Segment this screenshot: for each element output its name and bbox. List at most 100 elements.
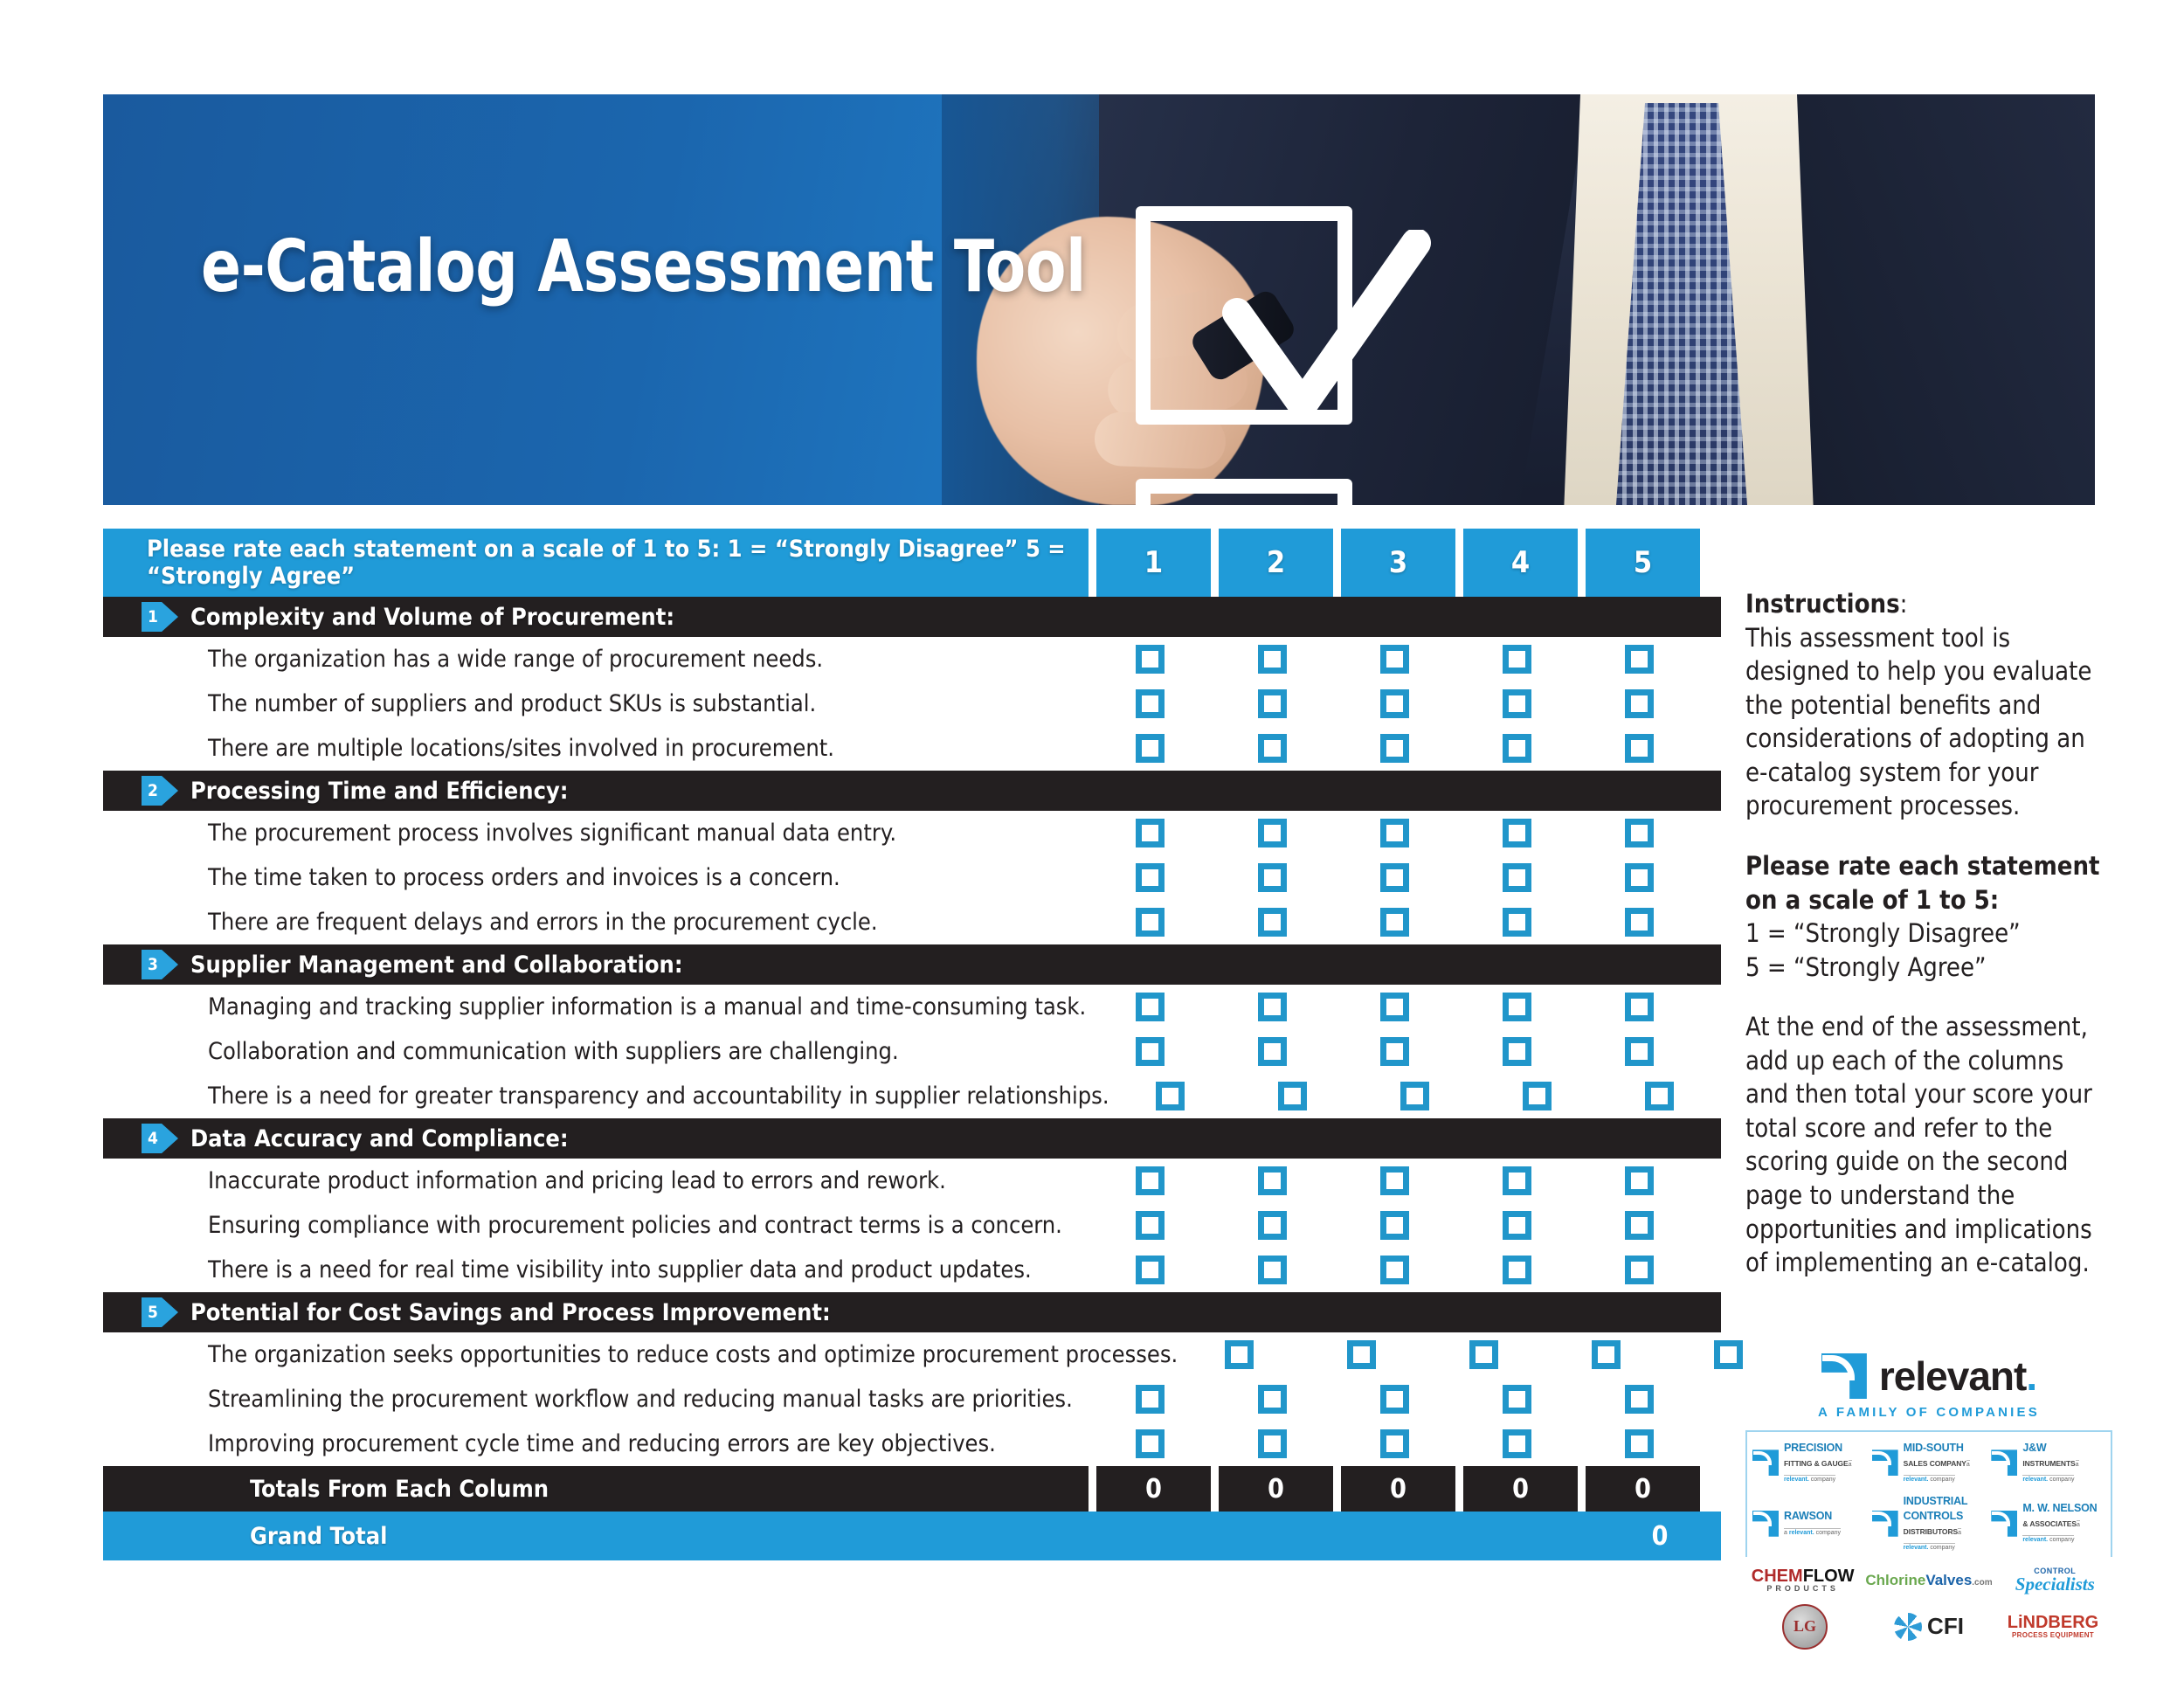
rating-cell-2[interactable] — [1211, 1037, 1333, 1066]
rating-checkbox-4[interactable] — [1502, 645, 1531, 674]
rating-cell-2[interactable] — [1211, 863, 1333, 892]
rating-checkbox-2[interactable] — [1257, 1385, 1287, 1414]
rating-cell-3[interactable] — [1333, 1256, 1455, 1284]
rating-checkbox-3[interactable] — [1379, 1256, 1409, 1284]
rating-cell-1[interactable] — [1089, 1037, 1211, 1066]
rating-cell-4[interactable] — [1455, 1166, 1578, 1195]
rating-checkbox-3[interactable] — [1379, 734, 1409, 763]
rating-cell-1[interactable] — [1089, 908, 1211, 937]
rating-cell-5[interactable] — [1578, 1385, 1700, 1414]
rating-cell-1[interactable] — [1089, 1429, 1211, 1458]
rating-checkbox-4[interactable] — [1502, 1429, 1531, 1458]
rating-cell-4[interactable] — [1455, 734, 1578, 763]
rating-cell-1[interactable] — [1089, 1166, 1211, 1195]
rating-checkbox-4[interactable] — [1502, 863, 1531, 892]
rating-cell-3[interactable] — [1333, 1211, 1455, 1240]
rating-cell-3[interactable] — [1333, 908, 1455, 937]
rating-checkbox-2[interactable] — [1257, 1256, 1287, 1284]
rating-cell-3[interactable] — [1333, 734, 1455, 763]
rating-cell-4[interactable] — [1455, 1429, 1578, 1458]
rating-checkbox-2[interactable] — [1257, 819, 1287, 847]
rating-checkbox-5[interactable] — [1645, 1082, 1675, 1110]
rating-checkbox-3[interactable] — [1379, 863, 1409, 892]
rating-cell-1[interactable] — [1178, 1340, 1300, 1369]
rating-cell-4[interactable] — [1455, 1037, 1578, 1066]
rating-cell-4[interactable] — [1455, 689, 1578, 718]
rating-checkbox-1[interactable] — [1135, 1211, 1165, 1240]
rating-cell-2[interactable] — [1211, 1211, 1333, 1240]
rating-cell-5[interactable] — [1578, 1211, 1700, 1240]
rating-cell-3[interactable] — [1422, 1340, 1545, 1369]
rating-checkbox-1[interactable] — [1135, 993, 1165, 1021]
rating-cell-1[interactable] — [1089, 689, 1211, 718]
rating-cell-4[interactable] — [1455, 993, 1578, 1021]
rating-cell-2[interactable] — [1232, 1082, 1354, 1110]
rating-cell-4[interactable] — [1476, 1082, 1599, 1110]
rating-checkbox-5[interactable] — [1624, 734, 1654, 763]
rating-checkbox-3[interactable] — [1379, 1429, 1409, 1458]
rating-cell-1[interactable] — [1089, 734, 1211, 763]
rating-cell-1[interactable] — [1089, 1385, 1211, 1414]
rating-checkbox-1[interactable] — [1135, 908, 1165, 937]
rating-checkbox-3[interactable] — [1400, 1082, 1430, 1110]
rating-checkbox-1[interactable] — [1135, 645, 1165, 674]
rating-cell-5[interactable] — [1667, 1340, 1789, 1369]
rating-cell-2[interactable] — [1211, 1256, 1333, 1284]
rating-cell-1[interactable] — [1089, 993, 1211, 1021]
rating-checkbox-5[interactable] — [1624, 1037, 1654, 1066]
total-column-4[interactable]: 0 — [1455, 1466, 1578, 1512]
rating-cell-5[interactable] — [1578, 863, 1700, 892]
rating-cell-2[interactable] — [1300, 1340, 1422, 1369]
rating-checkbox-4[interactable] — [1523, 1082, 1552, 1110]
rating-checkbox-5[interactable] — [1624, 1385, 1654, 1414]
rating-checkbox-4[interactable] — [1502, 908, 1531, 937]
rating-checkbox-3[interactable] — [1379, 1166, 1409, 1195]
rating-checkbox-4[interactable] — [1591, 1340, 1621, 1369]
rating-checkbox-1[interactable] — [1135, 1166, 1165, 1195]
rating-checkbox-5[interactable] — [1624, 1166, 1654, 1195]
rating-cell-5[interactable] — [1578, 1429, 1700, 1458]
rating-checkbox-1[interactable] — [1135, 1256, 1165, 1284]
rating-checkbox-2[interactable] — [1257, 863, 1287, 892]
rating-checkbox-3[interactable] — [1379, 689, 1409, 718]
rating-cell-5[interactable] — [1578, 1256, 1700, 1284]
rating-checkbox-1[interactable] — [1135, 689, 1165, 718]
rating-cell-3[interactable] — [1333, 993, 1455, 1021]
rating-checkbox-2[interactable] — [1257, 645, 1287, 674]
rating-cell-5[interactable] — [1578, 1037, 1700, 1066]
rating-cell-1[interactable] — [1089, 645, 1211, 674]
rating-checkbox-2[interactable] — [1257, 734, 1287, 763]
rating-checkbox-5[interactable] — [1624, 1429, 1654, 1458]
rating-checkbox-1[interactable] — [1135, 1037, 1165, 1066]
rating-cell-4[interactable] — [1455, 908, 1578, 937]
rating-checkbox-4[interactable] — [1502, 1037, 1531, 1066]
rating-cell-5[interactable] — [1578, 1166, 1700, 1195]
rating-checkbox-2[interactable] — [1257, 689, 1287, 718]
rating-cell-3[interactable] — [1333, 1385, 1455, 1414]
rating-checkbox-5[interactable] — [1624, 1211, 1654, 1240]
rating-checkbox-4[interactable] — [1502, 1385, 1531, 1414]
rating-cell-4[interactable] — [1455, 1385, 1578, 1414]
rating-cell-3[interactable] — [1333, 819, 1455, 847]
rating-cell-1[interactable] — [1089, 1256, 1211, 1284]
rating-checkbox-4[interactable] — [1502, 819, 1531, 847]
rating-checkbox-5[interactable] — [1624, 908, 1654, 937]
rating-cell-2[interactable] — [1211, 645, 1333, 674]
rating-cell-3[interactable] — [1333, 1037, 1455, 1066]
rating-cell-4[interactable] — [1455, 863, 1578, 892]
rating-checkbox-3[interactable] — [1379, 908, 1409, 937]
rating-checkbox-3[interactable] — [1379, 993, 1409, 1021]
rating-checkbox-5[interactable] — [1624, 689, 1654, 718]
rating-cell-2[interactable] — [1211, 908, 1333, 937]
rating-cell-1[interactable] — [1089, 863, 1211, 892]
rating-checkbox-5[interactable] — [1713, 1340, 1743, 1369]
rating-checkbox-5[interactable] — [1624, 993, 1654, 1021]
rating-checkbox-3[interactable] — [1379, 1385, 1409, 1414]
rating-checkbox-1[interactable] — [1224, 1340, 1254, 1369]
rating-checkbox-2[interactable] — [1346, 1340, 1376, 1369]
rating-checkbox-2[interactable] — [1257, 1037, 1287, 1066]
rating-cell-1[interactable] — [1089, 1211, 1211, 1240]
grand-total-value[interactable]: 0 — [1651, 1520, 1669, 1552]
rating-checkbox-5[interactable] — [1624, 645, 1654, 674]
rating-checkbox-3[interactable] — [1379, 819, 1409, 847]
